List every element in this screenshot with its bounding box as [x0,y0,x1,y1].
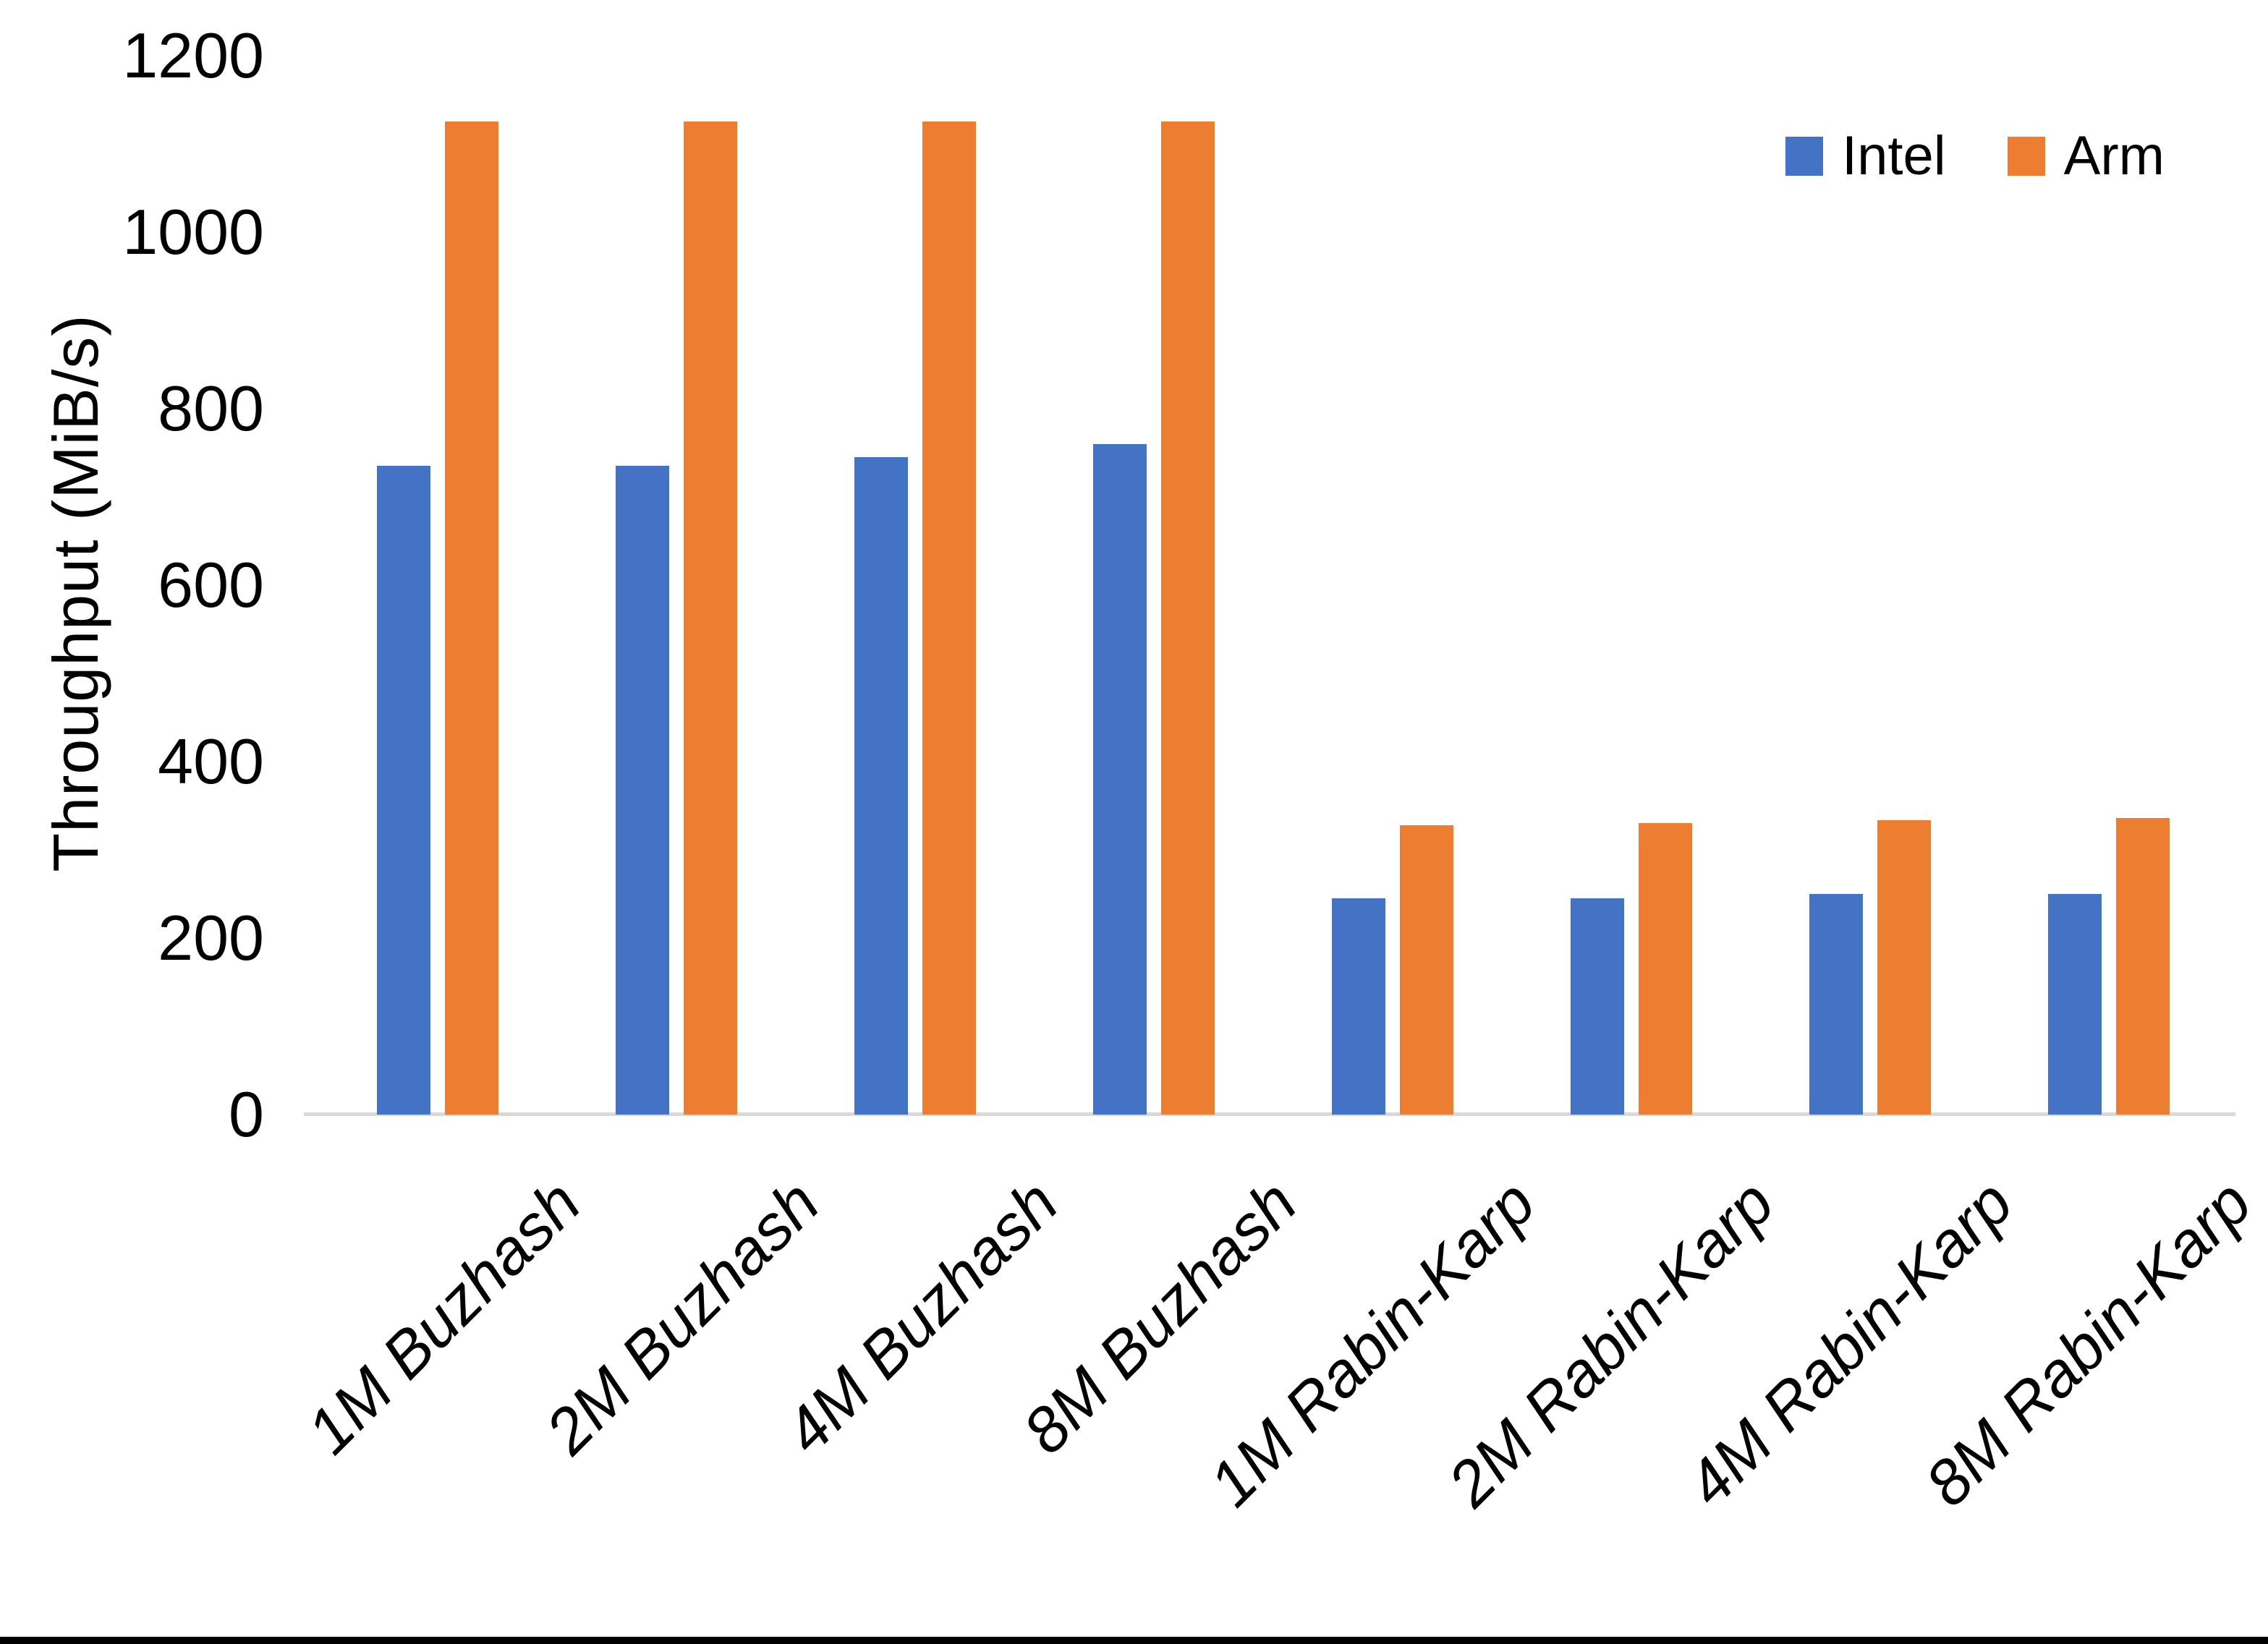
legend-label-arm: Arm [2063,125,2165,187]
legend: Intel Arm [1785,129,2165,184]
bar-arm-4m-rabin-karp [1877,820,1931,1115]
bar-arm-4m-buzhash [922,122,976,1115]
bar-arm-1m-buzhash [445,122,498,1115]
y-tick-label-1000: 1000 [122,196,264,268]
bar-intel-8m-rabin-karp [2048,894,2102,1115]
bar-arm-8m-rabin-karp [2116,818,2170,1115]
y-tick-label-200: 200 [158,902,264,974]
y-tick-label-0: 0 [229,1078,264,1150]
bar-intel-1m-buzhash [377,466,430,1115]
legend-swatch-arm [2007,137,2045,176]
legend-label-intel: Intel [1842,125,1946,187]
bar-arm-8m-buzhash [1161,122,1215,1115]
legend-swatch-intel [1785,137,1823,176]
y-axis-title: Throughput (MiB/s) [40,314,111,872]
bar-arm-2m-buzhash [684,122,737,1115]
bar-intel-8m-buzhash [1093,444,1147,1115]
bar-intel-4m-buzhash [854,457,908,1115]
legend-item-arm: Arm [2007,125,2165,187]
bar-intel-2m-rabin-karp [1571,898,1624,1115]
y-tick-label-600: 600 [158,549,264,621]
bar-intel-4m-rabin-karp [1809,894,1863,1115]
bar-arm-2m-rabin-karp [1639,823,1692,1115]
bar-arm-1m-rabin-karp [1400,825,1453,1115]
y-tick-label-1200: 1200 [122,20,264,91]
y-tick-label-400: 400 [158,725,264,797]
bar-intel-1m-rabin-karp [1332,898,1385,1115]
y-tick-label-800: 800 [158,372,264,444]
x-axis-line [304,1112,2235,1116]
bottom-edge-bar [0,1637,2268,1644]
bar-intel-2m-buzhash [616,466,669,1115]
legend-item-intel: Intel [1785,129,1946,184]
